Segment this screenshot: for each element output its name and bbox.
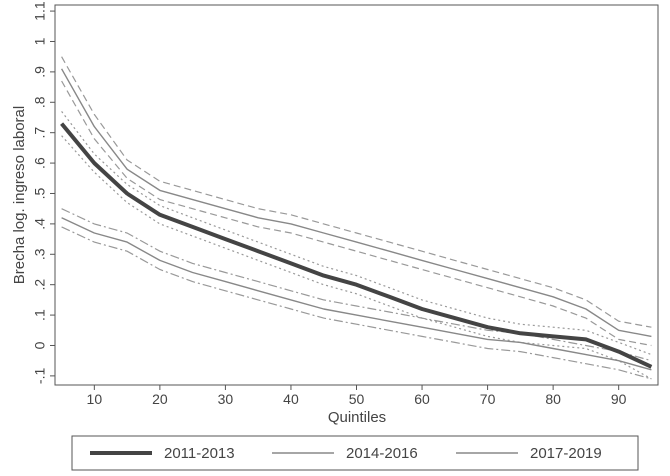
y-tick-label: .2 <box>32 279 48 291</box>
series-line-2 <box>60 68 652 338</box>
legend-label-2: 2014-2016 <box>346 445 418 462</box>
legend: 2011-2013 2014-2016 2017-2019 <box>71 435 639 471</box>
ci-lower-1 <box>61 135 652 380</box>
y-tick-label: .4 <box>32 218 48 230</box>
series-line-3 <box>61 217 652 371</box>
series-line-1 <box>60 122 653 369</box>
confidence-bands <box>61 56 652 380</box>
y-tick-label: -.1 <box>32 368 48 385</box>
y-axis-title: Brecha log. ingreso laboral <box>11 106 28 284</box>
x-tick-label: 50 <box>349 391 365 407</box>
x-tick-label: 60 <box>414 391 430 407</box>
y-tick-label: .9 <box>32 66 48 78</box>
x-tick-label: 70 <box>480 391 496 407</box>
y-tick-label: 1 <box>32 37 48 45</box>
x-tick-label: 30 <box>218 391 234 407</box>
x-tick-label: 20 <box>152 391 168 407</box>
y-tick-label: .1 <box>32 309 48 321</box>
legend-label-1: 2011-2013 <box>164 445 235 462</box>
y-tick-label: .5 <box>32 187 48 199</box>
axes: 10 20 30 40 50 60 70 80 90 -.1 0 .1 .2 .3 .4 .5 .6 .7 .8 .9… <box>32 1 627 407</box>
series-lines <box>60 68 653 371</box>
y-tick-label: .6 <box>32 157 48 169</box>
x-tick-label: 40 <box>283 391 299 407</box>
ci-upper-2 <box>61 56 652 328</box>
y-tick-label: .8 <box>32 96 48 108</box>
x-tick-label: 90 <box>611 391 627 407</box>
x-axis-title: Quintiles <box>328 409 386 426</box>
ci-upper-3 <box>61 208 652 362</box>
ci-lower-3 <box>61 226 652 380</box>
y-tick-label: 0 <box>32 341 48 349</box>
ci-lower-2 <box>61 80 652 347</box>
legend-items: 2011-2013 2014-2016 2017-2019 <box>90 445 602 462</box>
legend-box <box>71 435 639 471</box>
legend-label-3: 2017-2019 <box>530 445 602 462</box>
x-tick-label: 80 <box>545 391 561 407</box>
x-tick-label: 10 <box>87 391 103 407</box>
y-tick-label: .3 <box>32 248 48 260</box>
y-tick-label: .7 <box>32 127 48 139</box>
ci-upper-1 <box>61 111 652 356</box>
y-tick-label: 1.1 <box>32 1 48 21</box>
